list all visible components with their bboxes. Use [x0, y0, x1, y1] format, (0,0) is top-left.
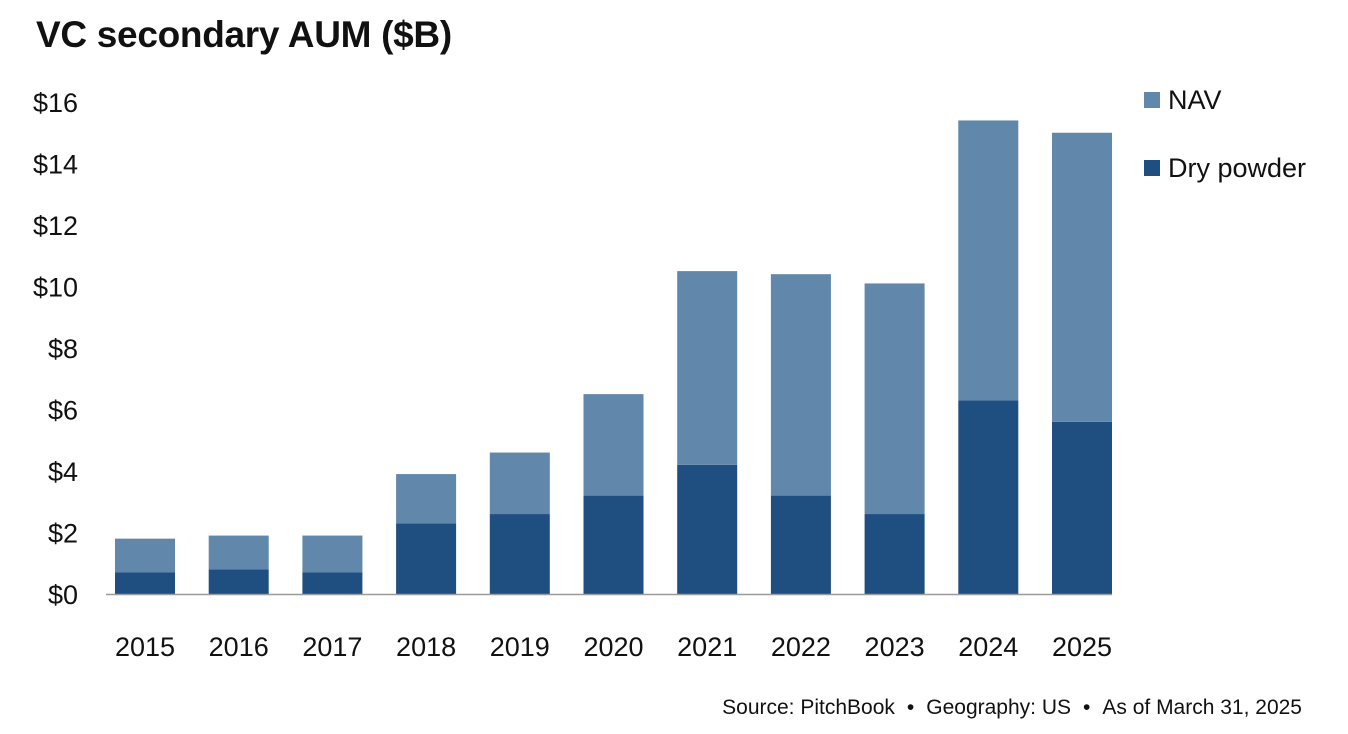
legend-label-nav: NAV: [1168, 85, 1222, 115]
bar-nav-2018: [396, 474, 457, 524]
x-tick-label: 2021: [677, 632, 737, 662]
chart-title: VC secondary AUM ($B): [36, 14, 452, 55]
bar-dry-powder-2018: [396, 523, 457, 594]
bar-nav-2023: [864, 283, 925, 515]
y-tick-label: $4: [48, 457, 78, 487]
y-tick-label: $14: [33, 150, 78, 180]
bar-nav-2017: [302, 535, 363, 573]
bar-dry-powder-2022: [770, 495, 831, 594]
bar-nav-2025: [1052, 132, 1112, 422]
x-tick-label: 2015: [115, 632, 175, 662]
x-tick-label: 2018: [396, 632, 456, 662]
x-axis: 2015 2016 2017 2018 2019 2020 2021 2022 2023 2024…: [115, 632, 1112, 662]
x-tick-label: 2022: [771, 632, 831, 662]
legend-label-dry-powder: Dry powder: [1168, 153, 1306, 183]
bars: [115, 120, 1112, 594]
bar-nav-2024: [958, 120, 1019, 401]
y-tick-label: $12: [33, 211, 78, 241]
bar-dry-powder-2025: [1052, 421, 1112, 594]
bar-dry-powder-2020: [583, 495, 644, 594]
source-text: Source: PitchBook: [722, 696, 895, 719]
legend-swatch-nav: [1144, 92, 1160, 108]
bar-dry-powder-2019: [489, 514, 550, 594]
bar-dry-powder-2016: [208, 569, 269, 594]
x-tick-label: 2023: [865, 632, 925, 662]
y-tick-label: $6: [48, 396, 78, 426]
y-axis: $0 $2 $4 $6 $8 $10 $12 $14 $16: [33, 88, 78, 610]
separator-dot: •: [906, 696, 915, 719]
y-tick-label: $0: [48, 580, 78, 610]
as-of-text: As of March 31, 2025: [1102, 696, 1302, 719]
chart-area: $0$2$4$6$8$10$12$14$16 2015 2016 2017 2018 2…: [33, 85, 1306, 662]
bar-dry-powder-2024: [958, 400, 1019, 594]
bar-nav-2015: [115, 538, 175, 573]
source-note: Source: PitchBook • Geography: US • As of Ma…: [722, 696, 1302, 720]
bar-nav-2019: [489, 452, 550, 515]
x-tick-label: 2024: [958, 632, 1018, 662]
x-tick-label: 2025: [1052, 632, 1112, 662]
bar-nav-2020: [583, 394, 644, 496]
geography-text: Geography: US: [926, 696, 1072, 719]
y-tick-label: $8: [48, 334, 78, 364]
bar-dry-powder-2015: [115, 572, 175, 594]
bar-nav-2022: [770, 274, 831, 496]
separator-dot: •: [1083, 696, 1091, 719]
bar-dry-powder-2021: [677, 464, 738, 594]
x-tick-label: 2020: [583, 632, 643, 662]
bar-dry-powder-2023: [864, 514, 925, 594]
x-tick-label: 2017: [302, 632, 362, 662]
x-tick-label: 2016: [209, 632, 269, 662]
bar-nav-2021: [677, 271, 738, 465]
legend-swatch-dry-powder: [1144, 160, 1160, 176]
legend: NAV Dry powder: [1144, 85, 1306, 183]
bar-dry-powder-2017: [302, 572, 363, 594]
y-tick-label: $2: [48, 519, 78, 549]
y-tick-label: $10: [33, 273, 78, 303]
x-tick-label: 2019: [490, 632, 550, 662]
y-tick-label: $16: [33, 88, 78, 118]
bar-nav-2016: [208, 535, 269, 570]
